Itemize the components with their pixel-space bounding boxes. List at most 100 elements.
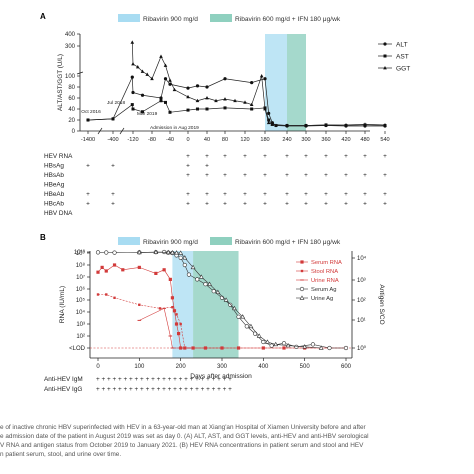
point-urine-ag	[207, 281, 213, 286]
point-ast	[274, 124, 278, 127]
table-cell: +	[205, 201, 209, 208]
table-cell: +	[111, 191, 115, 198]
point-ast	[267, 118, 271, 122]
x-tick-label: 200	[176, 364, 187, 370]
serology-table-b: Anti-HEV IgM + + + + + + + + + + + + + + …	[44, 376, 232, 393]
point-serum-rna	[96, 270, 100, 274]
point-ggt	[263, 107, 267, 111]
point-stool-rna	[204, 346, 207, 350]
point-serum-rna	[162, 268, 166, 272]
point-ggt	[159, 54, 163, 58]
treatment-band-ribavirin	[172, 251, 194, 358]
table-cell: +	[324, 191, 328, 198]
table-cell: +	[186, 172, 190, 179]
legend-marker-serum-ag	[299, 286, 305, 292]
x-axis-label: Days after admission	[190, 373, 252, 380]
point-ggt	[135, 65, 140, 69]
legend-swatch-ribavirin	[118, 237, 140, 245]
point-urine-ag	[240, 314, 246, 319]
legend-label-serum-ag: Serum Ag	[311, 287, 336, 293]
point-serum-rna	[100, 265, 104, 269]
point-urine-ag	[136, 249, 142, 255]
point-ggt	[163, 63, 168, 67]
y2-tick-label: 10⁴	[357, 255, 367, 262]
y2-tick-label: 10¹	[357, 318, 366, 324]
point-ggt	[304, 123, 308, 127]
y-tick-label: 20	[68, 118, 75, 124]
point-ast	[168, 110, 172, 114]
point-ast	[196, 107, 199, 111]
point-ggt	[383, 122, 387, 127]
y-tick-label: 40	[68, 107, 75, 113]
y-axis-label: ALT/AST/GGT (U/L)	[57, 54, 64, 111]
point-serum-ag	[294, 344, 299, 349]
table-cell: +	[324, 172, 328, 179]
y2-axis-label: Antigen S/CO	[378, 284, 385, 324]
x-tick-label: 400	[258, 364, 269, 370]
y-tick-label: <LOD	[69, 346, 86, 352]
treatment-band-ribavirin	[265, 34, 287, 131]
table-cell: +	[86, 163, 90, 170]
legend-label-ribavirin: Ribavirin 900 mg/d	[143, 239, 198, 246]
table-cell: +	[205, 153, 209, 160]
point-serum-ag	[343, 345, 349, 351]
y-axis-break	[76, 71, 84, 75]
legend-label-alt: ALT	[396, 41, 408, 48]
y-tick-label: 10⁹	[76, 250, 86, 257]
table-cell: +	[304, 201, 308, 208]
point-stool-rna	[158, 307, 162, 310]
y-tick-label: 10²	[76, 334, 85, 340]
table-cell: +	[263, 172, 267, 179]
table-cell: +	[363, 172, 367, 179]
point-urine-ag	[178, 250, 184, 255]
point-urine-ag	[182, 255, 188, 260]
x-tick-label: 0	[96, 364, 100, 370]
point-ggt	[145, 72, 150, 76]
point-urine-ag	[153, 249, 159, 254]
legend-swatch-ribavirin	[118, 14, 140, 22]
table-cell: +	[383, 191, 387, 198]
y2-tick-label: 10⁰	[357, 345, 367, 352]
x-tick-label: 0	[186, 137, 189, 143]
table-cell: +	[186, 191, 190, 198]
point-urine-ag	[165, 249, 171, 255]
point-ast	[141, 110, 144, 114]
point-ast	[86, 118, 90, 122]
point-ggt	[195, 98, 200, 103]
legend-marker-urine-ag	[299, 295, 305, 300]
table-cell: +	[186, 153, 190, 160]
treatment-band-ribavirin-ifn	[287, 34, 306, 131]
legend-marker-ast	[383, 54, 387, 58]
table-row-label-hbeag: HBeAg	[44, 182, 65, 189]
point-serum-rna	[170, 296, 174, 300]
point-urine-ag	[273, 341, 279, 347]
serology-table-a: HEV RNA + + + + + + + + + + + HBsAg + + + + HBsAb + + + + + + + +…	[44, 153, 387, 217]
point-urine-ag	[223, 297, 229, 302]
panel-label-a: A	[40, 12, 46, 21]
point-stool-rna	[96, 293, 100, 296]
x-tick-label: -1400	[81, 137, 95, 143]
table-row-values-anti-hev-igg: + + + + + + + + + + + + + + + + + + + + …	[96, 386, 232, 393]
point-stool-rna	[179, 322, 182, 326]
table-row-label-hbsab: HBsAb	[44, 172, 64, 179]
y-tick-label: 10⁴	[76, 309, 86, 316]
x-tick-label: 100	[134, 364, 145, 370]
table-cell: +	[285, 153, 289, 160]
point-serum-ag	[162, 249, 167, 255]
point-ggt	[249, 102, 254, 106]
table-cell: +	[86, 201, 90, 208]
point-ast	[131, 107, 135, 111]
caption-line-3: V RNA and antigen status from October 20…	[0, 442, 364, 449]
x-tick-label: 80	[222, 137, 228, 143]
point-ggt	[259, 74, 264, 78]
y-tick-label: 60	[68, 96, 75, 102]
point-serum-ag	[228, 302, 233, 307]
chart-panel-a: Ribavirin 900 mg/d Ribavirin 600 mg/d + I…	[57, 14, 410, 143]
table-cell: +	[186, 201, 190, 208]
y-tick-label: 10⁵	[76, 297, 86, 304]
point-serum-ag	[203, 282, 208, 287]
point-ggt	[363, 122, 367, 126]
y-axis-label: RNA (IU/mL)	[59, 286, 66, 323]
legend-label-ribavirin: Ribavirin 900 mg/d	[143, 16, 198, 23]
